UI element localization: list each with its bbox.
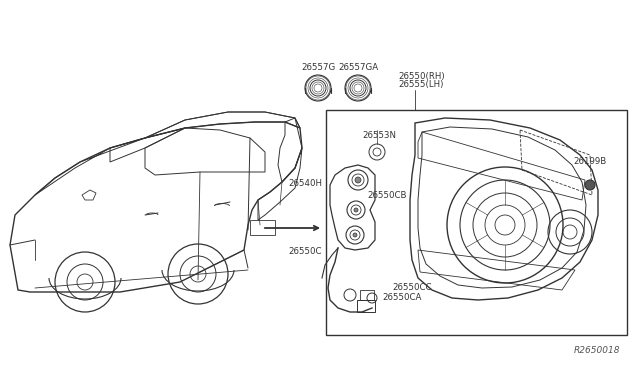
Text: 26557G: 26557G bbox=[301, 64, 335, 73]
Text: 26550(RH): 26550(RH) bbox=[398, 71, 445, 80]
Text: 26550CC: 26550CC bbox=[392, 283, 431, 292]
Circle shape bbox=[353, 233, 357, 237]
Circle shape bbox=[354, 208, 358, 212]
Text: 26540H: 26540H bbox=[288, 180, 322, 189]
Bar bbox=[357, 300, 375, 312]
Text: 26550CA: 26550CA bbox=[382, 294, 421, 302]
Text: 26553N: 26553N bbox=[362, 131, 396, 141]
Text: 26557GA: 26557GA bbox=[338, 64, 378, 73]
Text: 26550C: 26550C bbox=[289, 247, 322, 257]
Text: 26555(LH): 26555(LH) bbox=[398, 80, 444, 90]
Bar bbox=[250, 220, 275, 235]
Text: R2650018: R2650018 bbox=[573, 346, 620, 355]
Circle shape bbox=[355, 177, 361, 183]
Text: 26199B: 26199B bbox=[573, 157, 606, 167]
Text: 26550CB: 26550CB bbox=[367, 192, 406, 201]
Bar bbox=[326, 110, 627, 335]
Circle shape bbox=[585, 180, 595, 190]
Bar bbox=[360, 290, 374, 300]
